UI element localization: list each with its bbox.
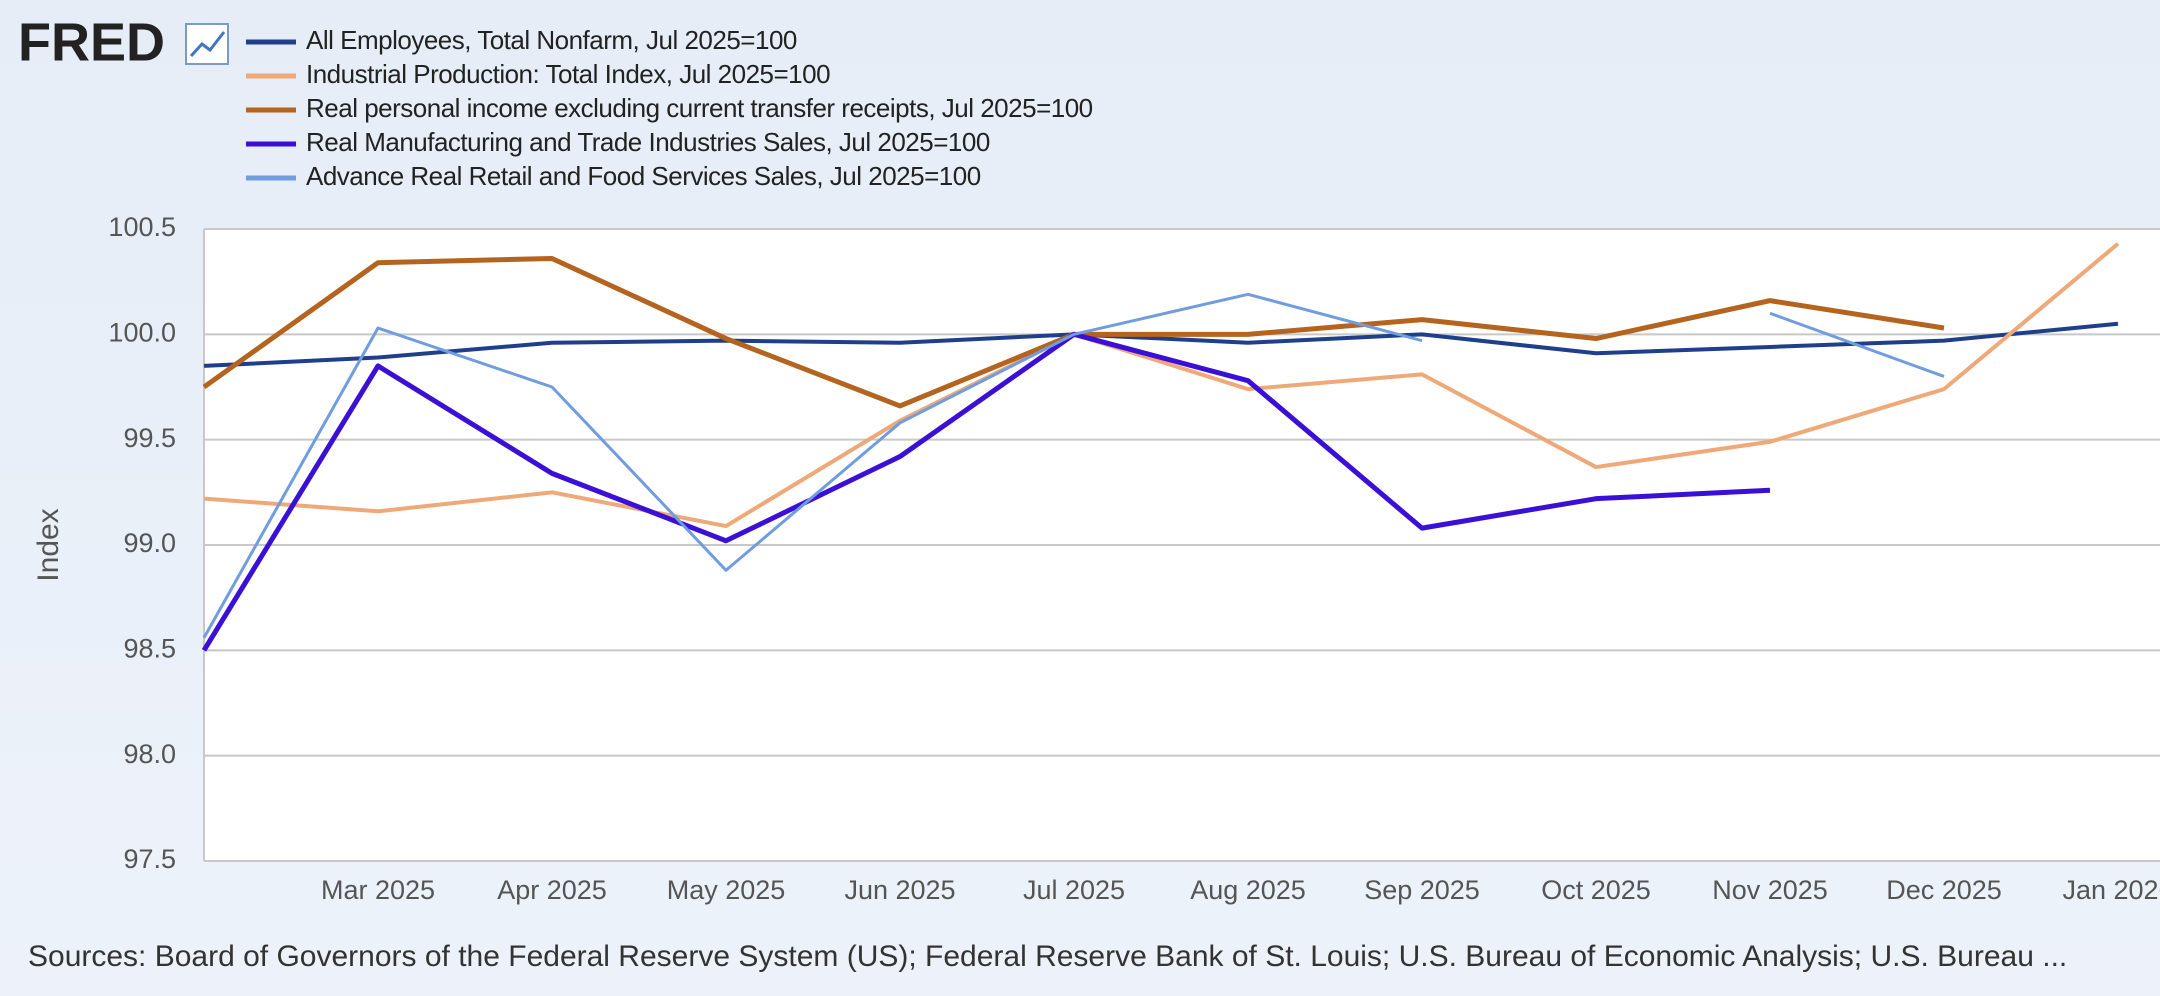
x-tick-label: Jul 2025 [1023, 875, 1125, 905]
x-tick-label: Sep 2025 [1364, 875, 1480, 905]
y-tick-label: 97.5 [123, 844, 176, 874]
series-line [202, 292, 1423, 639]
y-tick-label: 100.0 [108, 317, 176, 347]
legend-label: Advance Real Retail and Food Services Sa… [306, 161, 981, 191]
x-tick-label: Apr 2025 [497, 875, 607, 905]
y-tick-label: 100.5 [108, 212, 176, 242]
series-line [203, 321, 2119, 368]
y-tick-label: 98.5 [123, 633, 176, 663]
series-line [203, 242, 2120, 529]
legend-label: Real Manufacturing and Trade Industries … [306, 127, 990, 157]
x-tick-label: Oct 2025 [1541, 875, 1651, 905]
x-tick-label: Aug 2025 [1190, 875, 1306, 905]
logo: FRED [18, 12, 165, 72]
x-tick-label: May 2025 [667, 875, 786, 905]
x-tick-label: Jun 2025 [844, 875, 955, 905]
legend-label: Industrial Production: Total Index, Jul … [306, 59, 830, 89]
y-tick-label: 99.5 [123, 423, 176, 453]
series-line [201, 331, 1771, 652]
logo-icon [185, 23, 229, 65]
source-note: Sources: Board of Governors of the Feder… [28, 940, 2067, 973]
y-tick-label: 99.0 [123, 528, 176, 558]
x-tick-label: Jan 2026 [2062, 875, 2160, 905]
series-line [1769, 311, 1945, 378]
x-tick-label: Mar 2025 [321, 875, 435, 905]
legend-label: Real personal income excluding current t… [306, 93, 1093, 123]
y-axis-label: Index [32, 508, 65, 581]
y-tick-label: 98.0 [123, 739, 176, 769]
x-tick-label: Nov 2025 [1712, 875, 1828, 905]
x-tick-label: Dec 2025 [1886, 875, 2002, 905]
legend-label: All Employees, Total Nonfarm, Jul 2025=1… [306, 25, 797, 55]
